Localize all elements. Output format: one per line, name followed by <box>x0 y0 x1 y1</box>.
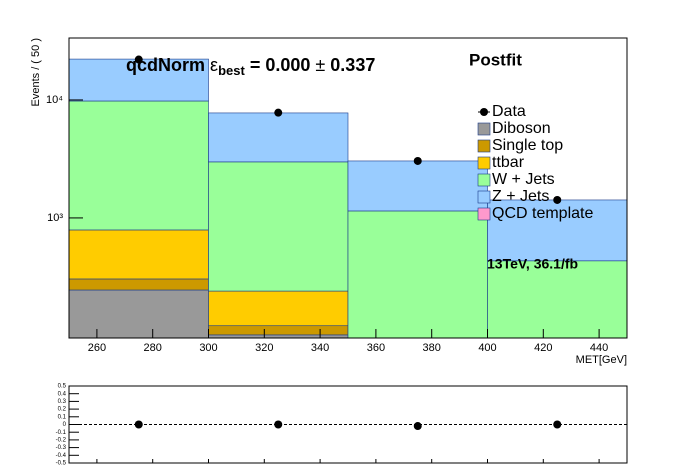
ratio-y-tick-label: 0.4 <box>58 391 67 397</box>
y-tick-label: 10⁴ <box>46 94 63 106</box>
histogram-segment <box>69 100 209 231</box>
plot-area <box>69 58 627 418</box>
ratio-point <box>274 420 283 429</box>
x-tick-label: 280 <box>144 342 162 354</box>
x-tick-label: 380 <box>423 342 441 354</box>
ratio-y-tick-label: 0 <box>63 422 67 428</box>
legend-swatch <box>477 207 491 221</box>
legend-swatch <box>477 156 491 170</box>
histogram-segment <box>348 411 488 418</box>
legend-swatch <box>477 122 491 136</box>
legend-swatch <box>477 139 491 153</box>
data-point <box>553 195 562 204</box>
x-tick-label: 300 <box>199 342 217 354</box>
ratio-point <box>553 420 562 429</box>
legend-label: ttbar <box>492 154 525 171</box>
data-point <box>274 108 283 117</box>
ratio-y-tick-label: 0.2 <box>58 407 67 413</box>
histogram-segment <box>487 260 627 338</box>
histogram-segment <box>487 199 627 262</box>
ratio-frame <box>68 385 628 464</box>
x-tick-label: 360 <box>367 342 385 354</box>
legend-label: Diboson <box>492 120 551 137</box>
ratio-y-tick-label: -0.1 <box>56 430 67 436</box>
y-axis-label: Events / ( 50 ) <box>30 38 42 106</box>
ratio-y-tick-label: 0.3 <box>58 399 67 405</box>
ratio-y-tick-label: 0.1 <box>58 414 67 420</box>
histogram-segment <box>348 368 488 411</box>
histogram-segment <box>347 160 488 212</box>
histogram-segment <box>69 229 209 280</box>
histogram-segment <box>69 58 209 102</box>
stage-label: Postfit <box>469 50 522 69</box>
x-tick-label: 420 <box>534 342 552 354</box>
x-tick-label: 400 <box>478 342 496 354</box>
legend-label: W + Jets <box>492 171 555 188</box>
data-point <box>413 156 422 165</box>
x-tick-label: 320 <box>255 342 273 354</box>
ratio-point <box>134 420 143 429</box>
x-tick-label: 260 <box>88 342 106 354</box>
ratio-y-tick-label: -0.2 <box>56 437 67 443</box>
histogram-segment <box>69 278 209 291</box>
frame <box>68 37 628 339</box>
lumi-label: 13TeV, 36.1/fb <box>487 256 578 272</box>
legend-swatch <box>477 173 491 187</box>
histogram-segment <box>69 289 209 338</box>
ratio-point <box>413 422 422 431</box>
x-tick-label: 340 <box>311 342 329 354</box>
ratio-y-tick-label: -0.3 <box>56 445 67 451</box>
ratio-y-tick-label: -0.5 <box>56 461 67 467</box>
legend-label: Z + Jets <box>492 188 549 205</box>
histogram-segment <box>208 325 349 336</box>
ratio-y-tick-label: -0.4 <box>56 453 67 459</box>
data-point <box>134 55 143 64</box>
histogram-segment <box>208 161 349 292</box>
legend-label: QCD template <box>492 205 593 222</box>
histogram-segment <box>347 210 488 338</box>
fit-label: qcdNorm εbest = 0.000 ± 0.337 <box>126 55 375 79</box>
ratio-y-tick-label: 0.5 <box>58 384 67 390</box>
histogram-segment <box>208 112 349 163</box>
y-tick-label: 10³ <box>47 212 63 224</box>
legend-swatch <box>477 190 491 204</box>
histogram-segment <box>208 290 349 327</box>
legend-label: Data <box>492 103 526 120</box>
legend-label: Single top <box>492 137 563 154</box>
x-axis-label: MET[GeV] <box>576 354 627 366</box>
x-tick-label: 440 <box>590 342 608 354</box>
